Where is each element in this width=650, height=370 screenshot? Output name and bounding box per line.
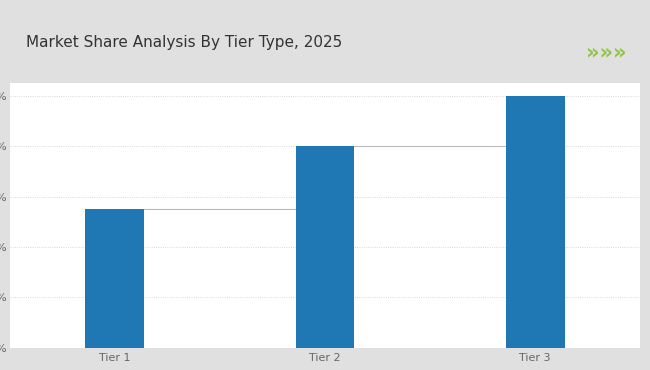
Bar [296,146,354,348]
Bar [85,209,144,348]
Text: »»»: »»» [586,42,627,62]
Bar [506,96,565,348]
Text: Market Share Analysis By Tier Type, 2025: Market Share Analysis By Tier Type, 2025 [25,35,342,50]
